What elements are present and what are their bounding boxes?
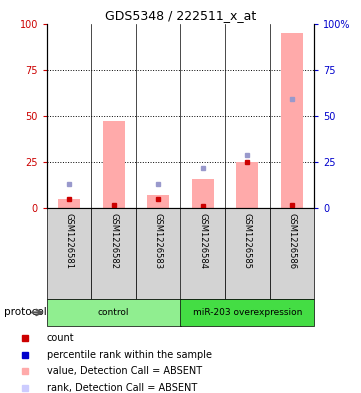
- Title: GDS5348 / 222511_x_at: GDS5348 / 222511_x_at: [105, 9, 256, 22]
- Text: GSM1226582: GSM1226582: [109, 213, 118, 269]
- Bar: [91, 208, 136, 299]
- Text: GSM1226583: GSM1226583: [154, 213, 163, 269]
- Text: protocol: protocol: [4, 307, 47, 318]
- Bar: [147, 195, 169, 208]
- Bar: [236, 162, 258, 208]
- Text: control: control: [98, 308, 130, 317]
- Bar: [103, 121, 125, 208]
- Bar: [180, 299, 314, 326]
- Text: GSM1226584: GSM1226584: [198, 213, 207, 269]
- Text: percentile rank within the sample: percentile rank within the sample: [47, 350, 212, 360]
- Text: rank, Detection Call = ABSENT: rank, Detection Call = ABSENT: [47, 383, 197, 393]
- Text: miR-203 overexpression: miR-203 overexpression: [193, 308, 302, 317]
- Text: GSM1226585: GSM1226585: [243, 213, 252, 269]
- Bar: [225, 208, 270, 299]
- Bar: [136, 208, 180, 299]
- Bar: [192, 179, 214, 208]
- Bar: [280, 33, 303, 208]
- Bar: [47, 299, 180, 326]
- Text: count: count: [47, 333, 75, 343]
- Bar: [47, 208, 91, 299]
- Text: GSM1226586: GSM1226586: [287, 213, 296, 269]
- Bar: [270, 208, 314, 299]
- Bar: [58, 199, 80, 208]
- Text: GSM1226581: GSM1226581: [65, 213, 74, 269]
- Bar: [180, 208, 225, 299]
- Text: value, Detection Call = ABSENT: value, Detection Call = ABSENT: [47, 366, 202, 376]
